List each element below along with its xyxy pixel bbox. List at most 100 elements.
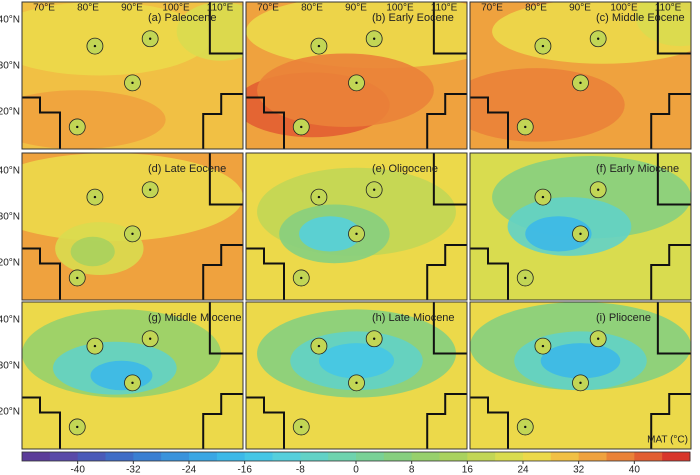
temperature-zone [90, 360, 153, 391]
colorbar-tick-label: 8 [409, 465, 415, 475]
colorbar-swatch [662, 452, 691, 461]
map-panel: (c) Middle Eocene [469, 1, 692, 150]
map-field [470, 153, 691, 300]
colorbar-tick-label: -32 [126, 465, 141, 475]
temperature-zone [540, 343, 621, 379]
proxy-dot [579, 232, 582, 236]
lat-label: 40°N [0, 315, 20, 326]
proxy-dot [541, 195, 545, 199]
proxy-dot [131, 81, 134, 85]
colorbar-tick-label: 16 [462, 465, 474, 475]
panel-title: (c) Middle Eocene [596, 12, 685, 24]
boundary [22, 96, 61, 149]
boundary [208, 2, 243, 55]
temperature-zone [635, 2, 691, 47]
proxy-dot [148, 337, 152, 340]
colorbar-swatch [133, 452, 162, 461]
lon-label: 80°E [525, 3, 547, 14]
boundary [426, 393, 467, 449]
panel-frame [469, 301, 692, 450]
map-panel: (g) Middle Miocene [21, 301, 244, 450]
panel-title: (b) Early Eocene [372, 12, 454, 24]
panel-title: (g) Middle Miocene [148, 312, 242, 324]
temperature-zone [22, 90, 166, 149]
temperature-zone [470, 68, 625, 142]
proxy-dot [355, 81, 358, 85]
temperature-zone [257, 53, 434, 127]
proxy-dot [148, 188, 152, 191]
colorbar-swatch [216, 452, 246, 461]
temperature-zone [70, 236, 115, 267]
panel-title: (e) Oligocene [372, 163, 438, 175]
colorbar-swatch [523, 452, 552, 461]
boundary [650, 244, 691, 300]
lon-label: 110°E [431, 3, 458, 14]
panel-title: (d) Late Eocene [148, 163, 226, 175]
colorbar-swatch [77, 452, 106, 461]
proxy-dot [317, 344, 321, 348]
colorbar-swatch [161, 452, 190, 461]
boundary [22, 396, 61, 449]
map-field [22, 302, 243, 449]
boundary [432, 2, 467, 55]
colorbar-tick-label: -40 [70, 465, 85, 475]
temperature-zone [318, 343, 395, 379]
colorbar-label: MAT (°C) [647, 435, 688, 446]
boundary [656, 2, 691, 55]
proxy-dot [131, 232, 134, 236]
proxy-dot [579, 381, 582, 385]
boundary [470, 96, 509, 149]
colorbar-tick-label: -16 [237, 465, 252, 475]
lat-label: 40°N [0, 15, 20, 26]
colorbar-swatch [22, 452, 51, 461]
boundary [426, 244, 467, 300]
proxy-dot [372, 337, 376, 340]
proxy-dot [148, 37, 152, 40]
proxy-dot [596, 337, 600, 340]
proxy-dot [300, 276, 303, 280]
colorbar-tick-label: -24 [182, 465, 197, 475]
colorbar-swatch [328, 452, 357, 461]
boundary [650, 93, 691, 149]
map-panel: (d) Late Eocene [21, 152, 244, 301]
boundary [246, 396, 285, 449]
temperature-zone [246, 2, 467, 69]
colorbar-swatch [300, 452, 329, 461]
lon-label: 70°E [33, 3, 55, 14]
panel-title: (f) Early Miocene [596, 163, 679, 175]
lon-label: 100°E [386, 3, 414, 14]
boundary [202, 244, 243, 300]
panel-title: (a) Paleocene [148, 12, 217, 24]
proxy-dot [76, 276, 79, 280]
boundary [432, 302, 467, 355]
map-panel: (f) Early Miocene [469, 152, 692, 301]
colorbar-swatch [244, 452, 273, 461]
colorbar-tick-label: 40 [629, 465, 641, 475]
proxy-dot [524, 276, 527, 280]
colorbar-swatch [356, 452, 385, 461]
map-field [22, 2, 243, 149]
panel-title: (i) Pliocene [596, 312, 651, 324]
proxy-dot [317, 44, 321, 48]
boundary [426, 93, 467, 149]
lon-label: 100°E [610, 3, 638, 14]
proxy-dot [579, 81, 582, 85]
lon-label: 110°E [207, 3, 234, 14]
proxy-dot [300, 125, 303, 129]
colorbar-swatch [411, 452, 440, 461]
proxy-dot [372, 188, 376, 191]
lat-label: 30°N [0, 361, 20, 372]
map-field [246, 153, 467, 300]
lon-label: 80°E [301, 3, 323, 14]
temperature-zone [525, 216, 592, 252]
map-panel: (i) Pliocene [469, 301, 692, 450]
colorbar-swatch [606, 452, 635, 461]
colorbar-tick-label: 24 [517, 465, 529, 475]
colorbar-swatch [467, 452, 496, 461]
boundary [202, 93, 243, 149]
lat-label: 30°N [0, 61, 20, 72]
boundary [432, 153, 467, 206]
lon-label: 90°E [569, 3, 591, 14]
map-panel: (b) Early Eocene [245, 1, 468, 150]
